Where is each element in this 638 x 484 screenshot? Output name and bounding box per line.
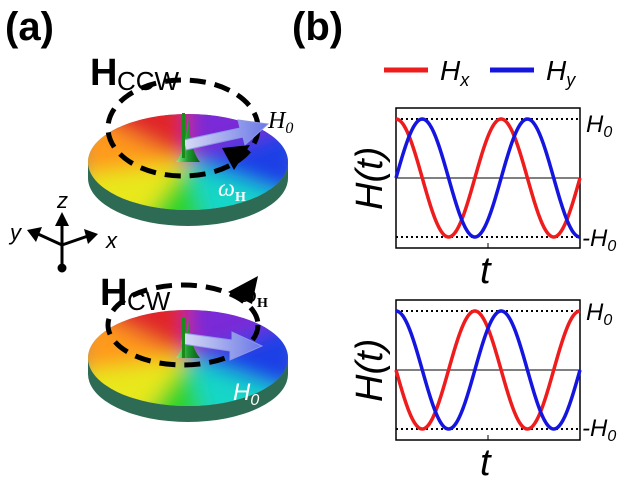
axis-z-label: z — [56, 188, 68, 213]
chart-bottom-ytick-bottom: -H0 — [582, 415, 616, 445]
ccw-arrowhead — [222, 145, 250, 170]
ccw-omega-label: ωH — [218, 176, 246, 205]
chart-top-xlabel: t — [480, 250, 492, 292]
coordinate-axes — [27, 212, 98, 273]
legend-label-hy: Hy — [546, 55, 576, 90]
cw-field-loop — [105, 276, 261, 368]
chart-top-ytick-top: H0 — [586, 111, 612, 141]
chart-top — [394, 107, 582, 249]
chart-bottom-xlabel: t — [480, 442, 492, 484]
vortex-disc-cw — [88, 310, 288, 422]
chart-top-ylabel: H(t) — [349, 147, 391, 210]
axis-x-label: x — [105, 228, 118, 253]
hcw-sub: CW — [127, 286, 171, 316]
hcw-main: H — [100, 272, 127, 314]
panel-a-label: (a) — [5, 5, 54, 49]
field-arrow-ccw — [182, 113, 270, 158]
hccw-sub: CCW — [117, 66, 180, 96]
cw-omega-label: ωH — [240, 282, 268, 311]
chart-top-ytick-bottom: -H0 — [582, 225, 616, 255]
cw-amplitude-label: H0 — [233, 379, 259, 409]
chart-bottom-ytick-top: H0 — [586, 299, 612, 329]
chart-bottom — [394, 299, 582, 441]
series-line-hx — [395, 117, 582, 239]
ccw-amplitude-label: H0 — [267, 108, 293, 137]
hccw-main: H — [90, 52, 117, 94]
legend-label-hx: Hx — [440, 55, 470, 90]
panel-b-label: (b) — [292, 5, 343, 49]
legend: Hx Hy — [384, 55, 576, 90]
field-arrow-cw — [181, 318, 264, 361]
series-line-hy — [395, 309, 582, 431]
chart-bottom-ylabel: H(t) — [349, 339, 391, 402]
series-line-hy — [394, 117, 581, 239]
cw-arrowhead — [228, 276, 258, 304]
axis-y-label: y — [8, 220, 23, 245]
